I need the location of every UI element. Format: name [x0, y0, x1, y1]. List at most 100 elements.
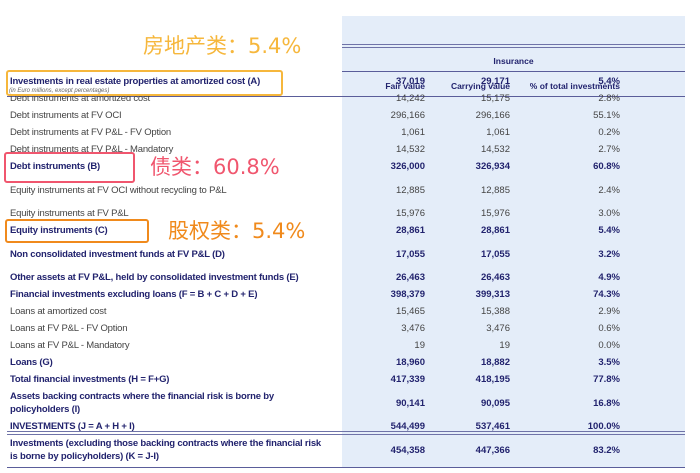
- table-body: Investments in real estate properties at…: [0, 73, 700, 465]
- row-label: Loans at amortized cost: [10, 306, 107, 317]
- row-label: Financial investments excluding loans (F…: [10, 289, 258, 300]
- table-row: Debt instruments at amortized cost 14,242…: [0, 90, 700, 107]
- header-rule: [7, 96, 685, 97]
- top-rule: [342, 44, 685, 48]
- row-label: Loans at FV P&L - Mandatory: [10, 340, 130, 351]
- table-row: Equity instruments (C) 28,861 28,861 5.4%: [0, 222, 700, 239]
- pct-cell: 16.8%: [593, 397, 620, 409]
- fair-value-cell: 14,242: [395, 93, 425, 104]
- table-row: Other assets at FV P&L, held by consolid…: [0, 269, 700, 286]
- row-label: Debt instruments at amortized cost: [10, 93, 150, 104]
- bottom-rule: [7, 467, 685, 468]
- fair-value-cell: 1,061: [401, 127, 425, 138]
- real-estate-annotation: 房地产类：5.4%: [143, 34, 302, 58]
- table-row: Equity instruments at FV P&L 15,976 15,976…: [0, 205, 700, 222]
- table-row: Financial investments excluding loans (F…: [0, 286, 700, 303]
- carrying-value-cell: 90,095: [480, 397, 510, 409]
- pct-cell: 3.2%: [598, 248, 620, 260]
- table-row: Equity instruments at FV OCI without rec…: [0, 175, 700, 205]
- carrying-value-cell: 28,861: [480, 225, 510, 236]
- row-label: Investments (excluding those backing con…: [10, 438, 322, 462]
- carrying-value-cell: 296,166: [475, 110, 510, 121]
- row-label: Equity instruments at FV OCI without rec…: [10, 184, 227, 196]
- pct-cell: 0.0%: [598, 340, 620, 351]
- fair-value-cell: 417,339: [390, 374, 425, 385]
- pct-cell: 3.0%: [598, 208, 620, 219]
- fair-value-cell: 15,976: [395, 208, 425, 219]
- fair-value-cell: 18,960: [395, 357, 425, 368]
- carrying-value-cell: 18,882: [480, 357, 510, 368]
- carrying-value-cell: 19: [499, 340, 510, 351]
- row-label: Loans at FV P&L - FV Option: [10, 323, 128, 334]
- fair-value-cell: 296,166: [390, 110, 425, 121]
- fair-value-cell: 90,141: [395, 397, 425, 409]
- debt-highlight-box: [4, 152, 135, 183]
- table-row: Debt instruments at FV OCI 296,166 296,166…: [0, 107, 700, 124]
- pct-cell: 2.4%: [598, 184, 620, 196]
- carrying-value-cell: 29,171: [480, 76, 510, 87]
- fair-value-cell: 398,379: [390, 289, 425, 300]
- pct-cell: 60.8%: [593, 161, 620, 172]
- carrying-value-cell: 447,366: [475, 444, 510, 456]
- row-label: Investments in real estate properties at…: [10, 76, 261, 87]
- table-row: Investments in real estate properties at…: [0, 73, 700, 90]
- table-row: Total financial investments (H = F+G) 417…: [0, 371, 700, 388]
- pct-cell: 2.8%: [598, 93, 620, 104]
- units-note: (in Euro millions, except percentages): [9, 88, 110, 94]
- carrying-value-cell: 15,976: [480, 208, 510, 219]
- carrying-value-cell: 326,934: [475, 161, 510, 172]
- carrying-value-cell: 17,055: [480, 248, 510, 260]
- equity-annotation: 股权类：5.4%: [168, 219, 306, 243]
- pct-cell: 0.6%: [598, 323, 620, 334]
- row-label: Equity instruments at FV P&L: [10, 208, 129, 219]
- table-row: Assets backing contracts where the finan…: [0, 388, 700, 418]
- table-row: Loans at FV P&L - Mandatory 19 19 0.0%: [0, 337, 700, 354]
- carrying-value-cell: 26,463: [480, 272, 510, 283]
- carrying-value-cell: 1,061: [486, 127, 510, 138]
- fair-value-cell: 17,055: [395, 248, 425, 260]
- col-carrying-value: Carrying value: [450, 81, 510, 91]
- carrying-value-cell: 537,461: [475, 421, 510, 432]
- fair-value-cell: 326,000: [390, 161, 425, 172]
- table-row: Loans (G) 18,960 18,882 3.5%: [0, 354, 700, 371]
- investments-total-rule: [7, 431, 685, 435]
- row-label: Debt instruments at FV OCI: [10, 110, 122, 121]
- fair-value-cell: 37,019: [395, 76, 425, 87]
- row-label: Equity instruments (C): [10, 225, 108, 236]
- equity-highlight-box: [5, 219, 149, 243]
- debt-annotation: 债类：60.8%: [150, 155, 280, 179]
- fair-value-cell: 454,358: [390, 444, 425, 456]
- table-row: Debt instruments at FV P&L - FV Option 1,…: [0, 124, 700, 141]
- row-label: Non consolidated investment funds at FV …: [10, 248, 225, 260]
- pct-cell: 4.9%: [598, 272, 620, 283]
- pct-cell: 55.1%: [593, 110, 620, 121]
- carrying-value-cell: 15,175: [480, 93, 510, 104]
- row-label: Debt instruments at FV P&L - Mandatory: [10, 144, 174, 155]
- insurance-group-header: Insurance: [493, 56, 534, 66]
- pct-cell: 83.2%: [593, 444, 620, 456]
- col-pct-total: % of total investments: [529, 81, 620, 91]
- fair-value-cell: 3,476: [401, 323, 425, 334]
- row-label: INVESTMENTS (J = A + H + I): [10, 421, 135, 432]
- row-label: Assets backing contracts where the finan…: [10, 391, 274, 415]
- carrying-value-cell: 14,532: [480, 144, 510, 155]
- table-row: Debt instruments (B) 326,000 326,934 60.8%: [0, 158, 700, 175]
- row-label: Debt instruments (B): [10, 161, 100, 172]
- carrying-value-cell: 15,388: [480, 306, 510, 317]
- carrying-value-cell: 399,313: [475, 289, 510, 300]
- pct-cell: 5.4%: [598, 76, 620, 87]
- carrying-value-cell: 3,476: [486, 323, 510, 334]
- table-row: INVESTMENTS (J = A + H + I) 544,499 537,46…: [0, 418, 700, 435]
- row-label: Total financial investments (H = F+G): [10, 374, 170, 385]
- table-row: Loans at FV P&L - FV Option 3,476 3,476 0.6…: [0, 320, 700, 337]
- group-rule: [342, 71, 685, 72]
- fair-value-cell: 14,532: [395, 144, 425, 155]
- pct-cell: 100.0%: [587, 421, 620, 432]
- pct-cell: 77.8%: [593, 374, 620, 385]
- fair-value-cell: 15,465: [395, 306, 425, 317]
- pct-cell: 74.3%: [593, 289, 620, 300]
- table-row: Investments (excluding those backing con…: [0, 435, 700, 465]
- table-row: Non consolidated investment funds at FV …: [0, 239, 700, 269]
- carrying-value-cell: 12,885: [480, 184, 510, 196]
- real-estate-highlight-box: [6, 70, 283, 96]
